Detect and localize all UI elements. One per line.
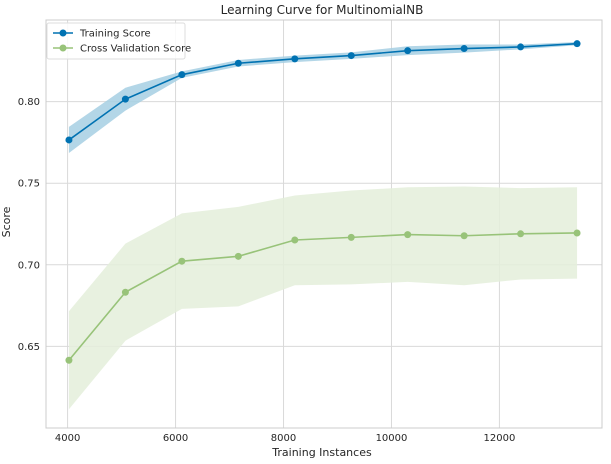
legend-box <box>46 22 186 60</box>
x-tick-label: 10000 <box>376 433 408 444</box>
series-points <box>65 40 581 364</box>
x-tick-label: 12000 <box>484 433 516 444</box>
legend: Training Score Cross Validation Score <box>46 22 191 60</box>
legend-label-training: Training Score <box>79 29 151 40</box>
data-point-cv <box>291 236 299 244</box>
y-axis-label: Score <box>0 206 13 237</box>
data-point-training <box>460 45 468 53</box>
data-point-training <box>234 59 242 67</box>
legend-marker-cv <box>59 44 67 52</box>
data-point-cv <box>347 233 355 241</box>
y-tick-labels: 0.65 0.70 0.75 0.80 <box>18 97 40 353</box>
data-point-training <box>178 71 186 79</box>
data-point-cv <box>460 232 468 240</box>
data-point-training <box>291 55 299 63</box>
data-point-training <box>121 95 129 103</box>
x-tick-label: 6000 <box>163 433 188 444</box>
data-point-cv <box>121 288 129 296</box>
data-point-cv <box>65 356 73 364</box>
series-lines <box>68 42 578 361</box>
data-point-cv <box>517 230 525 238</box>
plot-frame <box>45 19 603 429</box>
confidence-bands <box>68 42 578 410</box>
series-line-cv <box>68 232 578 361</box>
data-point-training <box>573 40 581 48</box>
data-point-cv <box>234 252 242 260</box>
data-point-training <box>404 47 412 55</box>
y-tick-label: 0.75 <box>18 179 40 190</box>
legend-marker-training <box>59 29 67 37</box>
series-line-training <box>68 42 578 141</box>
x-tick-label: 8000 <box>271 433 296 444</box>
chart-title: Learning Curve for MultinomialNB <box>221 3 424 17</box>
data-point-training <box>347 52 355 60</box>
x-tick-label: 4000 <box>55 433 80 444</box>
y-tick-label: 0.80 <box>18 97 40 108</box>
y-tick-label: 0.70 <box>18 260 40 271</box>
legend-label-cv: Cross Validation Score <box>80 44 191 55</box>
data-point-training <box>517 43 525 51</box>
x-tick-labels: 4000 6000 8000 10000 12000 <box>55 433 515 444</box>
data-point-training <box>65 136 73 144</box>
x-axis-label: Training Instances <box>271 446 372 459</box>
y-tick-label: 0.65 <box>18 342 40 353</box>
confidence-band-cv <box>68 186 578 410</box>
confidence-band-training <box>68 42 578 154</box>
data-point-cv <box>178 257 186 265</box>
data-point-cv <box>573 229 581 237</box>
data-point-cv <box>404 231 412 239</box>
